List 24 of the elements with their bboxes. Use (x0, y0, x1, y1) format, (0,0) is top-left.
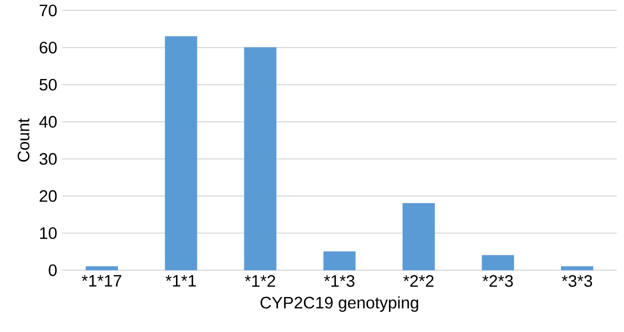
bar (482, 254, 514, 270)
bar (244, 47, 276, 270)
bar (561, 266, 594, 270)
x-axis-title: CYP2C19 genotyping (260, 296, 418, 312)
x-tick-label: *1*1 (166, 274, 196, 286)
x-tick-label: *1*3 (324, 274, 354, 287)
bar (323, 251, 356, 270)
x-tick-label: *1*17 (82, 274, 122, 286)
bar (402, 202, 435, 270)
y-tick-label: 10 (40, 227, 57, 239)
x-tick-label: *3*3 (562, 274, 592, 287)
x-tick-label: *2*2 (403, 274, 434, 286)
bar (164, 36, 198, 270)
y-tick-label: 70 (40, 4, 57, 16)
y-tick-label: 30 (40, 152, 57, 165)
y-axis-title: Count (18, 118, 30, 162)
y-tick-label: 50 (40, 78, 57, 90)
bar (86, 266, 118, 270)
x-tick-label: *1*2 (244, 274, 276, 286)
y-tick-label: 60 (40, 41, 57, 54)
x-tick-label: *2*3 (482, 274, 513, 287)
y-tick-label: 40 (39, 116, 57, 128)
y-tick-label: 20 (40, 190, 57, 202)
y-tick-label: 0 (48, 264, 57, 276)
